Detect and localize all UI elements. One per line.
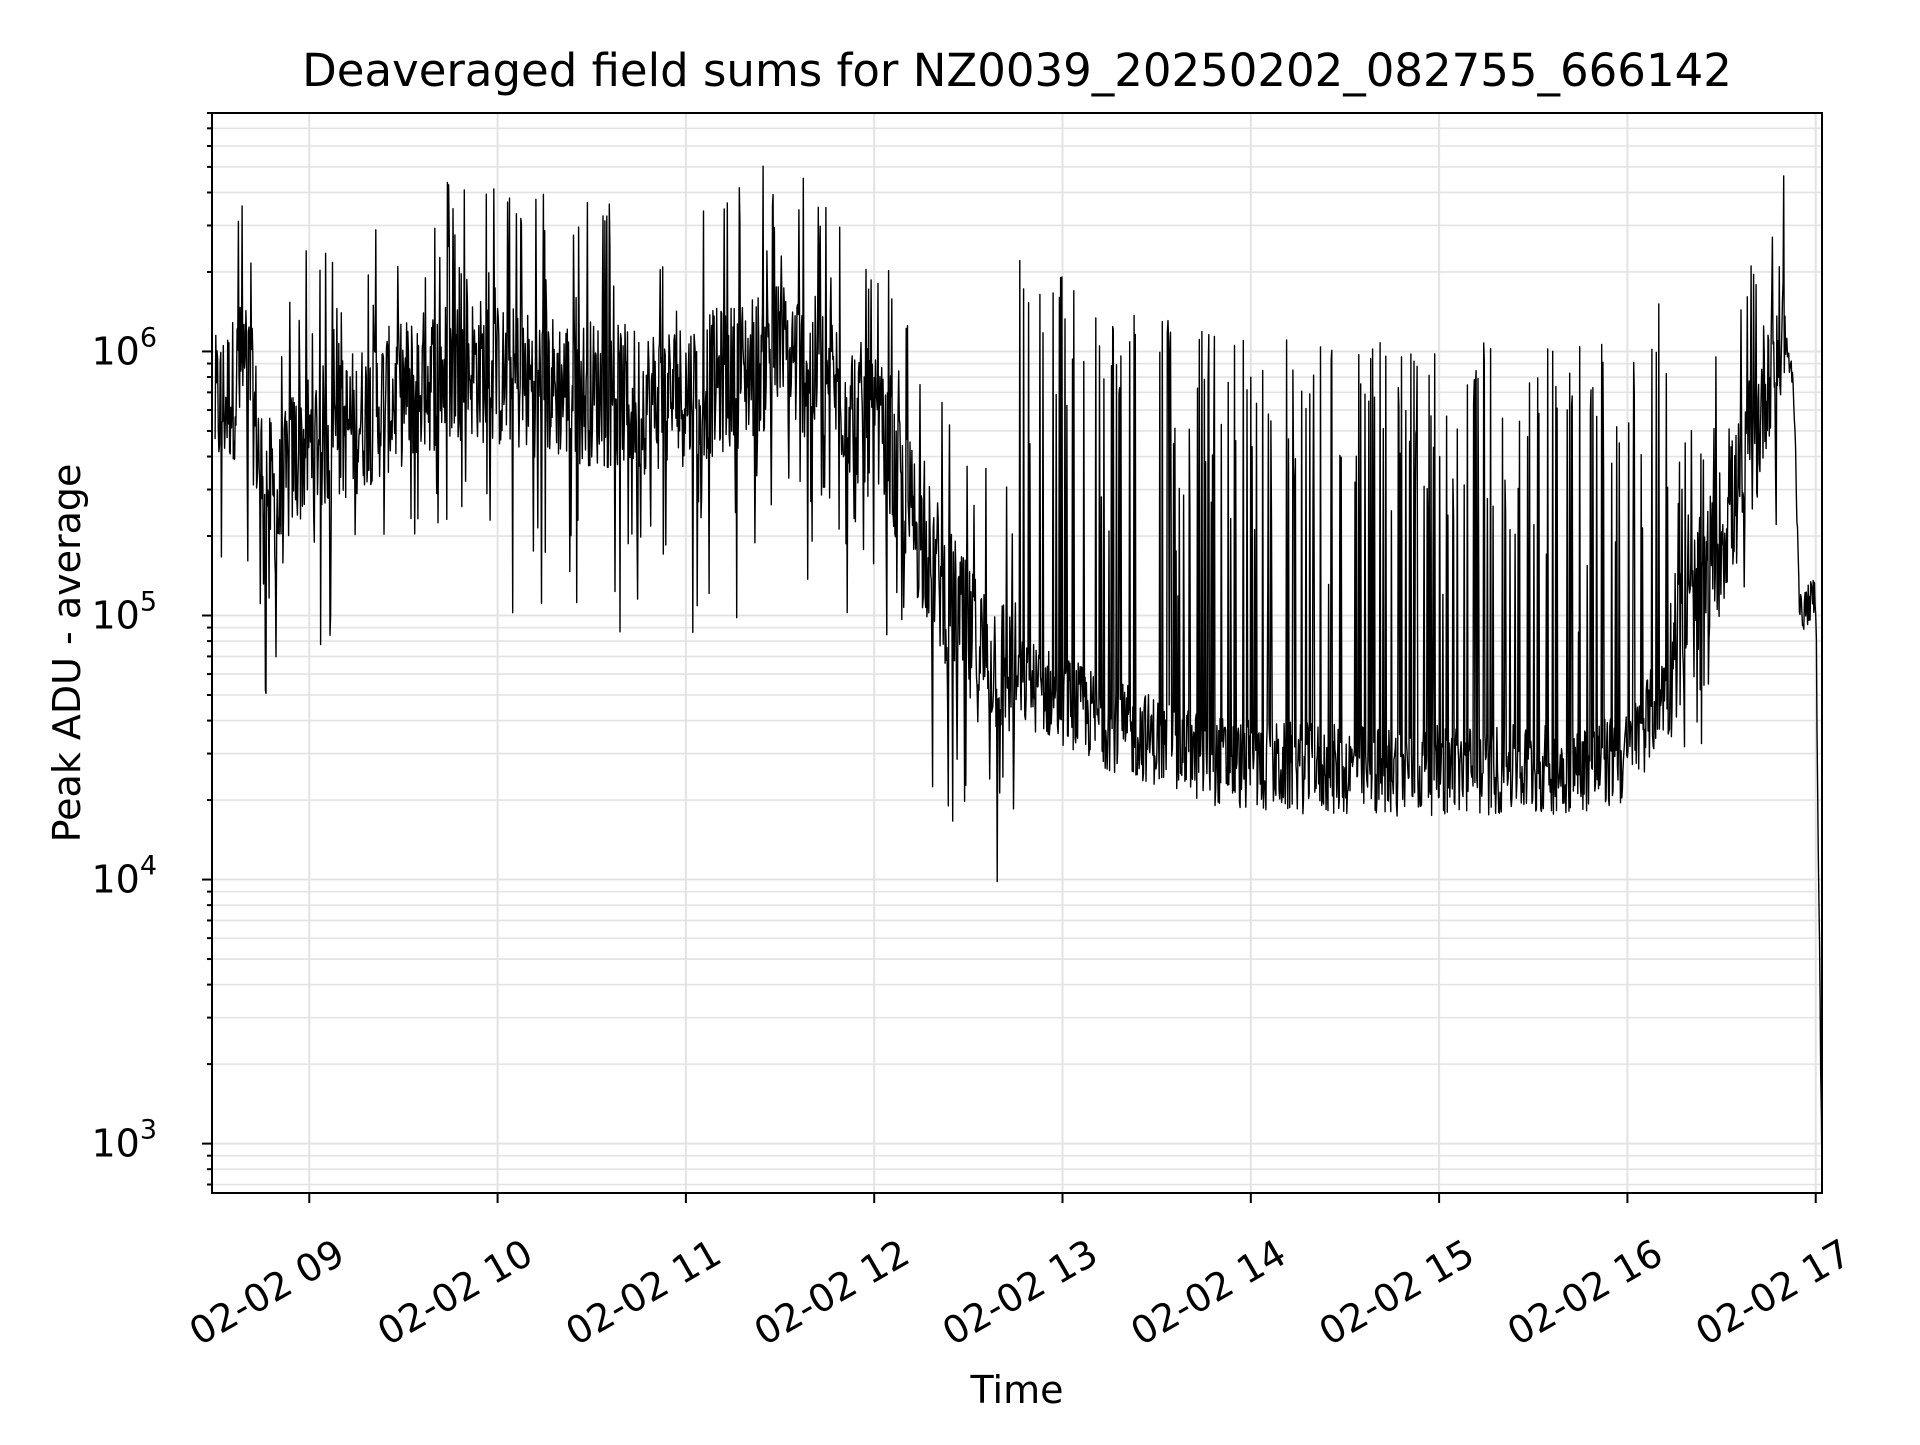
y-tick-label: 105	[91, 587, 157, 638]
series-line	[214, 165, 1823, 1185]
y-tick-label: 104	[91, 851, 157, 902]
y-tick-label: 106	[91, 322, 157, 373]
y-axis-label: Peak ADU - average	[45, 464, 89, 843]
chart-title: Deaveraged field sums for NZ0039_2025020…	[302, 44, 1732, 97]
x-axis-label: Time	[970, 1368, 1064, 1412]
y-tick-label: 103	[91, 1115, 157, 1166]
axis-ticks	[202, 112, 1817, 1203]
plot-frame	[211, 112, 1823, 1194]
